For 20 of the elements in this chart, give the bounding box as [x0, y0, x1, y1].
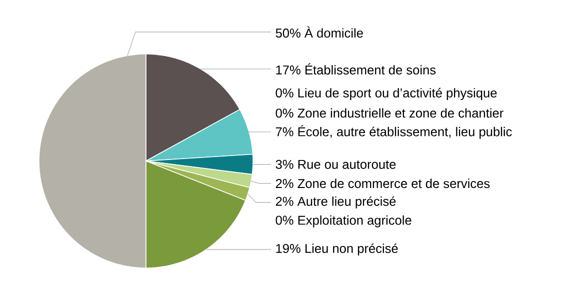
data-label: 50% — [276, 28, 300, 38]
slice-label: Autre lieu précisé — [297, 196, 396, 208]
data-label: 19% — [276, 244, 300, 254]
slice-label: Établissement de soins — [305, 63, 436, 75]
category-label: Lieu de sport ou d’activité physique — [298, 88, 497, 100]
text: 0% — [276, 88, 294, 98]
slice-label: Rue ou autoroute — [298, 160, 396, 169]
slice-label: Lieu non précisé — [305, 243, 398, 256]
data-label: 2% — [276, 196, 294, 206]
data-label: 3% — [276, 160, 294, 169]
slice-label: À domicile — [304, 26, 363, 38]
category-label: Exploitation agricole — [298, 215, 412, 228]
text: 0% — [276, 216, 294, 225]
data-label: 2% — [276, 179, 294, 188]
data-label: 7% — [276, 127, 294, 136]
data-label: 17% — [276, 66, 300, 74]
text: 0% — [276, 108, 294, 118]
slice-label: Zone de commerce et de services — [298, 178, 490, 188]
category-label: Zone industrielle et zone de chantier — [298, 108, 504, 118]
slice-label: École, autre établissement, lieu public — [298, 125, 512, 139]
